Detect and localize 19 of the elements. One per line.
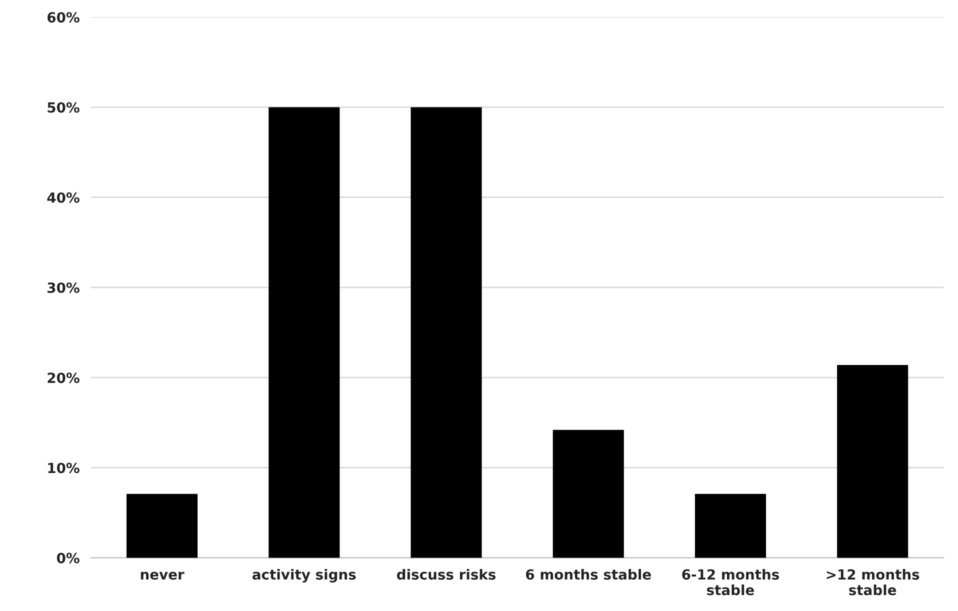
bar [552, 430, 624, 558]
y-tick-label: 50% [48, 102, 80, 113]
y-tick-label: 20% [48, 372, 80, 384]
x-tick-label: discuss risks [396, 568, 496, 580]
y-tick-label: 0% [56, 552, 80, 564]
bar [268, 107, 340, 558]
bar [694, 494, 766, 558]
y-tick-label: 60% [48, 12, 80, 23]
y-tick-label: 10% [48, 462, 80, 474]
x-tick-label: never [140, 572, 184, 580]
bar [410, 107, 482, 558]
bar [837, 364, 908, 558]
x-tick-label: >12 months stable [826, 568, 920, 596]
bar [126, 494, 198, 558]
y-tick-label: 40% [47, 192, 80, 203]
y-tick-label: 30% [48, 282, 80, 293]
x-tick-label: 6-12 months stable [682, 568, 779, 596]
x-tick-label: 6 months stable [526, 568, 651, 580]
x-tick-label: activity signs [252, 568, 356, 583]
